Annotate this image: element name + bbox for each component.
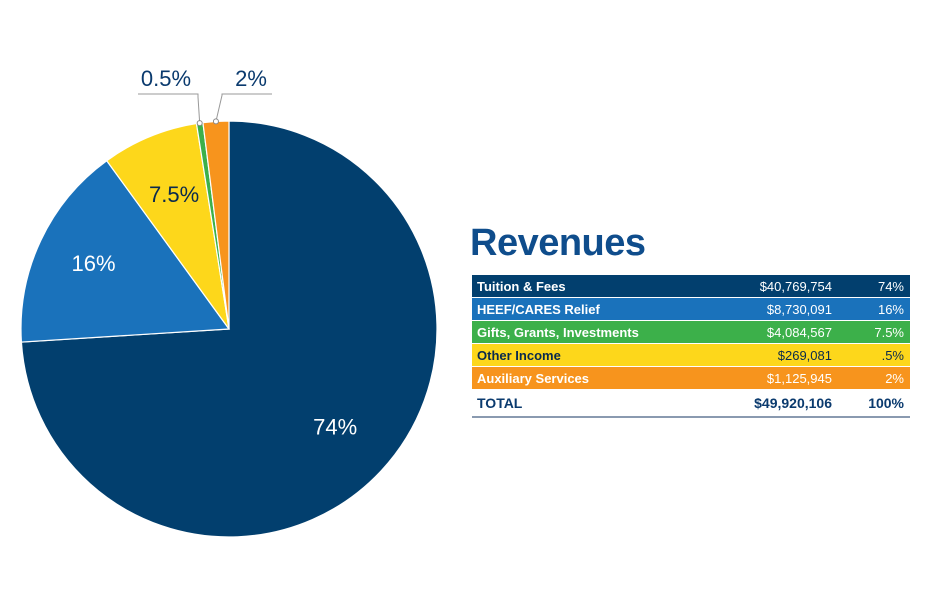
row-label: Other Income [477,347,561,363]
row-amount: $8,730,091 [766,301,832,317]
total-percent: 100% [868,395,904,411]
row-percent: 16% [877,301,904,317]
table-row: Auxiliary Services $1,125,945 2% [472,367,910,389]
table-row: Gifts, Grants, Investments $4,084,567 7.5% [472,321,910,343]
revenue-pie-chart: 74% 16% 7.5% 0.5% 2% [20,66,438,538]
table-row: Tuition & Fees $40,769,754 74% [472,275,910,297]
slice-label: 16% [71,251,115,276]
row-percent: 2% [885,370,904,386]
row-amount: $269,081 [777,347,832,363]
slice-label: 2% [235,66,267,91]
row-label: Gifts, Grants, Investments [477,324,639,340]
row-label: Tuition & Fees [477,278,566,294]
total-row: TOTAL $49,920,106 100% [472,390,910,418]
leader-line [138,93,201,124]
row-label: Auxiliary Services [477,370,590,386]
slice-label: 74% [313,414,357,439]
revenues-title: Revenues [470,222,646,264]
slice-label: 7.5% [149,182,199,207]
total-label: TOTAL [477,395,523,411]
leader-dot [196,120,203,127]
row-percent: 74% [877,278,904,294]
table-row: HEEF/CARES Relief $8,730,091 16% [472,298,910,320]
leader-dot [212,118,219,125]
pie-slice [105,122,230,330]
row-label: HEEF/CARES Relief [477,301,600,317]
row-amount: $4,084,567 [766,324,832,340]
row-amount: $1,125,945 [766,370,832,386]
leader-line [215,93,272,122]
revenue-table: Tuition & Fees $40,769,754 74% HEEF/CARES R… [472,275,910,418]
total-amount: $49,920,106 [754,395,832,411]
slice-label: 0.5% [141,66,191,91]
row-percent: .5% [881,347,904,363]
table-row: Other Income $269,081 .5% [472,344,910,366]
row-amount: $40,769,754 [759,278,832,294]
pie-slice [20,159,231,343]
row-percent: 7.5% [874,324,904,340]
